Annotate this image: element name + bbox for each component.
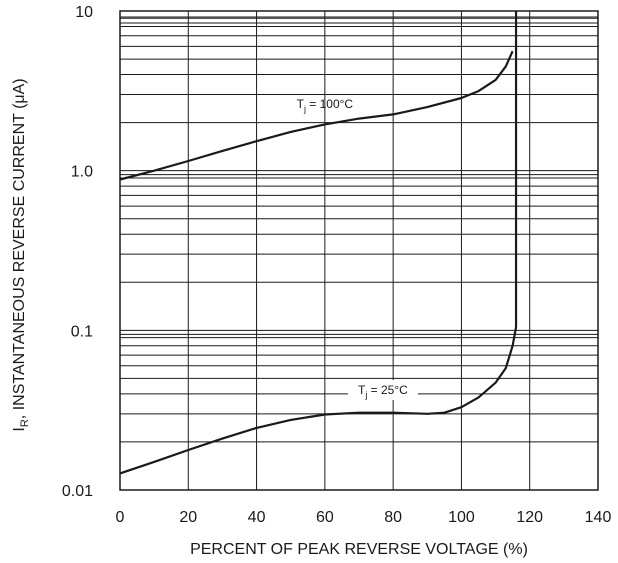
y-tick-label-2: 1.0 bbox=[71, 164, 93, 181]
axes bbox=[119, 10, 599, 491]
x-tick-label-3: 60 bbox=[316, 509, 334, 526]
series-label-bg-1 bbox=[347, 380, 418, 400]
series: Tj = 100°C Tj = 25°C bbox=[119, 11, 518, 475]
y-tick-label-3: 10 bbox=[75, 4, 93, 21]
x-tick-label-5: 100 bbox=[448, 509, 475, 526]
x-tick-label-0: 0 bbox=[116, 509, 125, 526]
x-tick-label-6: 120 bbox=[516, 509, 543, 526]
y-tick-label-0: 0.01 bbox=[62, 483, 93, 500]
tick-labels: 0 20 40 60 80 100 120 140 0.01 0.1 1.0 10 bbox=[62, 4, 612, 526]
x-tick-label-1: 20 bbox=[179, 509, 197, 526]
x-axis-title: PERCENT OF PEAK REVERSE VOLTAGE (%) bbox=[190, 541, 528, 558]
grid bbox=[120, 11, 598, 490]
x-tick-label-7: 140 bbox=[585, 509, 612, 526]
x-tick-label-2: 40 bbox=[248, 509, 266, 526]
y-axis-title: IR, INSTANTANEOUS REVERSE CURRENT (μA) bbox=[11, 78, 31, 431]
x-tick-label-4: 80 bbox=[384, 509, 402, 526]
series-curve-0 bbox=[119, 50, 514, 181]
plot-frame bbox=[119, 10, 599, 491]
series-label-1: Tj = 25°C bbox=[358, 383, 408, 400]
series-curve-1 bbox=[119, 326, 518, 475]
y-tick-label-1: 0.1 bbox=[71, 323, 93, 340]
series-label-0: Tj = 100°C bbox=[297, 97, 354, 114]
